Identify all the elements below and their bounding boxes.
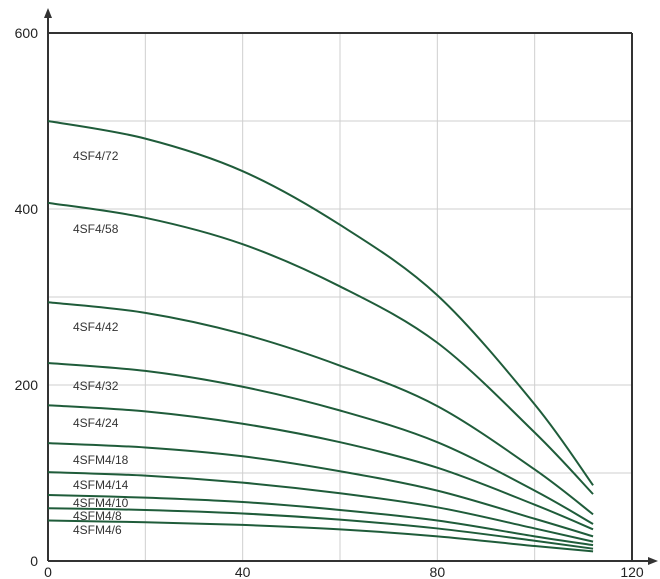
series-line	[47, 404, 594, 531]
y-tick-label: 200	[15, 377, 39, 393]
series-label: 4SFM4/10	[73, 496, 129, 510]
series-line	[47, 120, 594, 486]
series-label: 4SF4/24	[73, 416, 119, 430]
series-lines	[47, 120, 594, 553]
series-label: 4SFM4/8	[73, 509, 122, 523]
series-line	[47, 442, 594, 538]
y-tick-label: 0	[30, 553, 38, 569]
axes	[44, 8, 658, 565]
y-axis-arrow	[44, 8, 52, 18]
series-line	[47, 494, 594, 547]
series-label: 4SF4/72	[73, 149, 119, 163]
tick-labels: 0 40 80 120 0 200 400 600	[15, 25, 644, 579]
series-line	[47, 362, 594, 525]
series-line	[47, 519, 594, 553]
series-line	[47, 201, 594, 495]
series-label: 4SFM4/6	[73, 523, 122, 537]
y-tick-label: 400	[15, 201, 39, 217]
series-label: 4SFM4/14	[73, 478, 129, 492]
x-tick-label: 0	[44, 564, 52, 579]
series-line	[47, 471, 594, 543]
series-label: 4SFM4/18	[73, 453, 129, 467]
y-tick-label: 600	[15, 25, 39, 41]
series-labels: 4SF4/72 4SF4/58 4SF4/42 4SF4/32 4SF4/24 4SFM4…	[73, 149, 129, 537]
x-tick-label: 120	[620, 564, 644, 579]
series-label: 4SF4/32	[73, 379, 119, 393]
series-label: 4SF4/58	[73, 222, 119, 236]
x-tick-label: 80	[430, 564, 446, 579]
x-tick-label: 40	[235, 564, 251, 579]
x-axis-arrow	[648, 557, 658, 565]
grid	[48, 33, 632, 561]
series-line	[47, 301, 594, 516]
series-label: 4SF4/42	[73, 320, 119, 334]
series-line	[47, 507, 594, 550]
